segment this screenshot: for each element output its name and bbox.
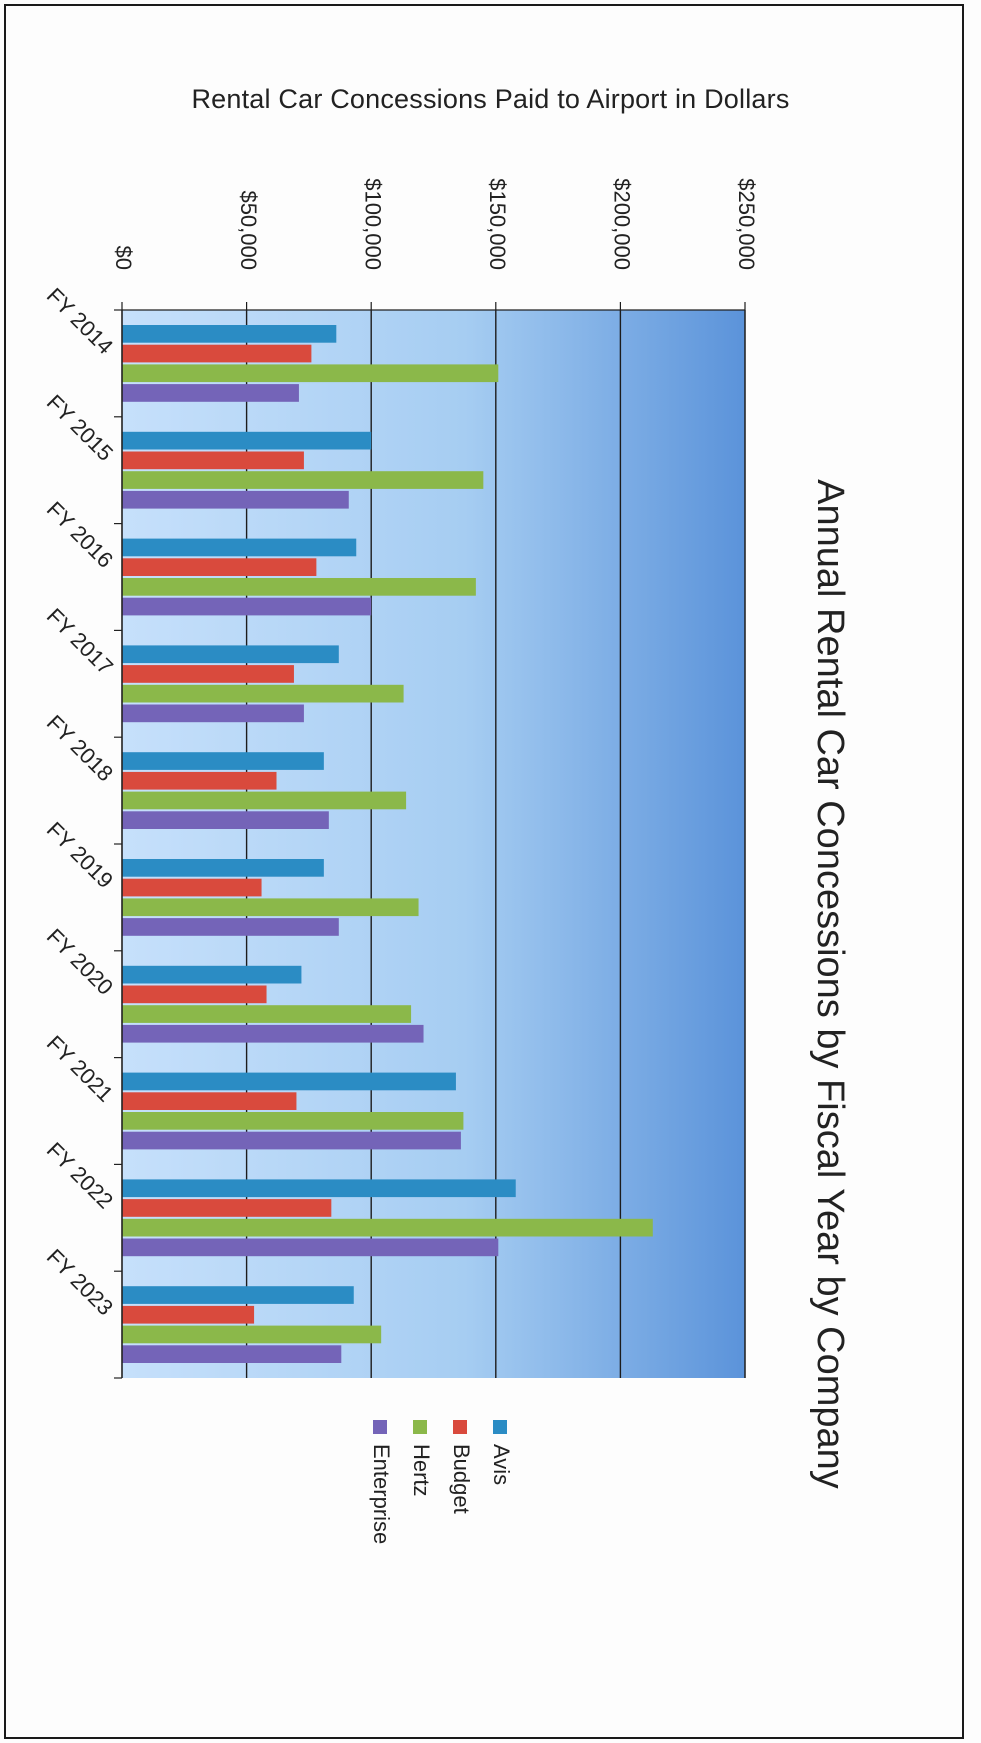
bar-enterprise-fy-2014 xyxy=(122,384,299,402)
legend-label-budget: Budget xyxy=(449,1444,474,1514)
legend-swatch-enterprise xyxy=(373,1420,387,1434)
bar-hertz-fy-2018 xyxy=(122,791,407,810)
bar-avis-fy-2017 xyxy=(122,645,339,664)
category-tick-label: FY 2022 xyxy=(42,1137,118,1213)
category-tick-label: FY 2018 xyxy=(42,710,118,786)
bars xyxy=(122,325,653,1363)
page-caption: Rental Car Concessions Paid to Airport i… xyxy=(191,84,790,114)
bar-enterprise-fy-2018 xyxy=(122,811,329,829)
bar-budget-fy-2023 xyxy=(122,1305,255,1324)
page-border xyxy=(4,4,964,1739)
category-tick-label: FY 2021 xyxy=(42,1030,118,1106)
bar-budget-fy-2022 xyxy=(122,1199,332,1217)
bar-budget-fy-2015 xyxy=(122,451,304,470)
bar-hertz-fy-2019 xyxy=(122,898,419,917)
bar-enterprise-fy-2017 xyxy=(122,704,304,723)
bar-budget-fy-2017 xyxy=(122,665,294,683)
bar-enterprise-fy-2021 xyxy=(122,1131,461,1150)
bar-budget-fy-2014 xyxy=(122,344,312,363)
value-tick-label: $200,000 xyxy=(610,178,635,270)
bar-hertz-fy-2021 xyxy=(122,1112,464,1130)
bar-hertz-fy-2014 xyxy=(122,364,499,383)
legend-swatch-budget xyxy=(453,1420,467,1434)
legend-label-avis: Avis xyxy=(489,1444,514,1485)
bar-enterprise-fy-2022 xyxy=(122,1238,499,1257)
value-tick-label: $150,000 xyxy=(485,178,510,270)
value-tick-label: $0 xyxy=(111,246,136,270)
bar-avis-fy-2018 xyxy=(122,752,324,770)
value-tick-label: $250,000 xyxy=(734,178,759,270)
category-tick-label: FY 2014 xyxy=(42,283,118,359)
category-tick-label: FY 2017 xyxy=(42,603,118,679)
legend-label-hertz: Hertz xyxy=(409,1444,434,1497)
category-tick-label: FY 2016 xyxy=(42,496,118,572)
bar-budget-fy-2019 xyxy=(122,878,262,897)
bar-enterprise-fy-2015 xyxy=(122,490,349,509)
bar-avis-fy-2015 xyxy=(122,431,372,450)
category-tick-label: FY 2019 xyxy=(42,817,118,893)
legend-label-enterprise: Enterprise xyxy=(369,1444,394,1544)
bar-hertz-fy-2020 xyxy=(122,1005,412,1023)
plot-area xyxy=(122,310,745,1378)
bar-avis-fy-2021 xyxy=(122,1072,456,1091)
bar-budget-fy-2016 xyxy=(122,558,317,576)
value-axis: $0 $50,000 $100,000 $150,000 $200,000 $250,00… xyxy=(111,178,759,310)
bar-hertz-fy-2017 xyxy=(122,684,404,703)
bar-avis-fy-2016 xyxy=(122,538,357,557)
chart-title: Annual Rental Car Concessions by Fiscal … xyxy=(809,479,851,1489)
legend-swatch-hertz xyxy=(413,1420,427,1434)
value-tick-label: $100,000 xyxy=(360,178,385,270)
bar-avis-fy-2014 xyxy=(122,325,337,343)
bar-hertz-fy-2016 xyxy=(122,578,476,596)
category-axis: FY 2014 FY 2015 FY 2016 FY 2017 FY 2018 FY 20… xyxy=(42,283,122,1379)
category-tick-label: FY 2020 xyxy=(42,924,118,1000)
bar-avis-fy-2022 xyxy=(122,1179,516,1198)
bar-hertz-fy-2022 xyxy=(122,1218,653,1237)
bar-budget-fy-2020 xyxy=(122,985,267,1004)
legend: Avis Budget Hertz Enterprise xyxy=(369,1420,514,1544)
bar-enterprise-fy-2023 xyxy=(122,1345,342,1363)
bar-budget-fy-2018 xyxy=(122,771,277,790)
bar-enterprise-fy-2019 xyxy=(122,918,339,936)
legend-swatch-avis xyxy=(493,1420,507,1434)
bar-hertz-fy-2023 xyxy=(122,1325,382,1344)
category-tick-label: FY 2023 xyxy=(42,1244,118,1320)
bar-avis-fy-2019 xyxy=(122,859,324,877)
bar-enterprise-fy-2020 xyxy=(122,1024,424,1043)
value-tick-label: $50,000 xyxy=(236,190,261,270)
bar-avis-fy-2023 xyxy=(122,1286,354,1304)
bar-enterprise-fy-2016 xyxy=(122,597,372,616)
bar-budget-fy-2021 xyxy=(122,1092,297,1110)
bar-hertz-fy-2015 xyxy=(122,471,484,489)
category-tick-label: FY 2015 xyxy=(42,390,118,466)
bar-avis-fy-2020 xyxy=(122,965,302,984)
